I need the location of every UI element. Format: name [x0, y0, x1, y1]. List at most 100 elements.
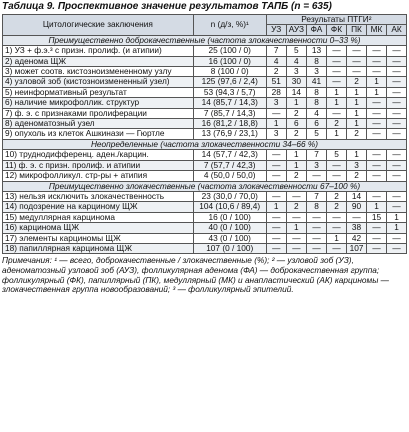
table-cell: 107 (0 / 100) [192, 242, 267, 255]
header-cell: ФА [306, 24, 327, 36]
table-cell: 3 [265, 128, 287, 140]
table-cell: 6 [285, 118, 308, 130]
table-cell: — [326, 242, 347, 255]
table-cell: 7 [265, 45, 287, 57]
table-cell: — [366, 170, 387, 182]
header-cell: АК [386, 24, 407, 36]
table-cell: 1 [265, 118, 287, 130]
table-cell: — [265, 232, 287, 244]
table-row: 5) неинформативный результат 53 (94,3 / 5… [2, 86, 407, 99]
table-cell: 1 [285, 222, 308, 234]
table-cell: — [306, 242, 327, 255]
table-row: 11) ф. э. с призн. пролиф. и атипии 7 (57… [2, 159, 407, 172]
table-cell: 3 [346, 159, 367, 172]
table-cell: 14 (85,7 / 14,3) [192, 97, 267, 109]
table-cell: 17) элементы карциномы ЩЖ [2, 232, 194, 244]
table-cell: 6 [306, 118, 327, 130]
table-cell: — [285, 211, 308, 224]
table-cell: — [346, 211, 367, 224]
table-cell: — [366, 222, 387, 234]
table-cell: — [265, 190, 287, 203]
table-cell: — [285, 190, 308, 203]
table-cell: 30 [285, 76, 308, 88]
table-cell: — [366, 190, 387, 203]
table-cell: — [386, 170, 407, 182]
section-title: Преимущественно доброкачественные (часто… [2, 34, 407, 47]
notes: Примечания: ¹ — всего, доброкачественные… [2, 255, 389, 295]
table-cell: 25 (100 / 0) [192, 45, 267, 57]
table-row: 6) наличие микрофоллик. структур 14 (85,7… [2, 97, 407, 109]
table-cell: — [366, 232, 387, 244]
table-cell: 13 [306, 45, 327, 57]
header-row: Цитологические заключения n (д/з, %)¹ Ре… [2, 13, 408, 36]
table-cell: — [386, 232, 407, 244]
table-cell: — [386, 107, 407, 120]
table-cell: 1 [265, 201, 287, 213]
table-cell: 1 [326, 97, 347, 109]
table-cell: 5) неинформативный результат [2, 86, 194, 99]
table-cell: 2 [326, 118, 347, 130]
table-cell: 14 [285, 86, 308, 99]
table-cell: 4 [285, 55, 308, 68]
table-cell: 1 [326, 128, 347, 140]
table-row: 1) УЗ + ф.э.³ с призн. пролиф. (и атипии… [2, 45, 407, 57]
section-row: Преимущественно злокачественные (частота… [2, 180, 407, 192]
table-cell: — [386, 118, 407, 130]
table-title: Таблица 9. Проспективное значение резуль… [2, 1, 332, 12]
table-cell: 40 (0 / 100) [192, 222, 267, 234]
table-cell: 2 [346, 76, 367, 88]
table-cell: 5 [285, 45, 308, 57]
table-row: 10) труднодифференц. аден./карцин. 14 (57… [2, 149, 407, 161]
table-row: 9) опухоль из клеток Ашкинази — Гюртле 13… [2, 128, 407, 140]
table-cell: 38 [346, 222, 367, 234]
section-title: Преимущественно злокачественные (частота… [2, 180, 407, 192]
table-cell: 3 [285, 66, 308, 78]
table-cell: — [386, 149, 407, 161]
table-row: 16) карцинома ЩЖ 40 (0 / 100) —1— —38—1 [2, 222, 407, 234]
table-cell: 14 [346, 190, 367, 203]
table-cell: 8 [306, 55, 327, 68]
table-cell: 1 [346, 107, 367, 120]
table-cell: — [366, 128, 387, 140]
table-cell: 1 [326, 232, 347, 244]
table-cell: — [386, 97, 407, 109]
table-cell: 4 [265, 55, 287, 68]
table-cell: — [306, 211, 327, 224]
table-cell: 4) узловой зоб (кистозноизмененный узел) [2, 76, 194, 88]
table-cell: 5 [326, 149, 347, 161]
table-cell: 1 [346, 97, 367, 109]
table-cell: 4 (50,0 / 50,0) [192, 170, 267, 182]
table-cell: 8 [306, 86, 327, 99]
table-cell: — [326, 66, 347, 78]
table-cell: 18) папиллярная карцинома ЩЖ [2, 242, 194, 255]
table-cell: 14 (57,7 / 42,3) [192, 149, 267, 161]
table-cell: — [346, 55, 367, 68]
table-cell: 2 [285, 170, 308, 182]
header-cell: n (д/з, %)¹ [192, 14, 267, 36]
table-cell: — [326, 55, 347, 68]
table-cell: 2 [346, 128, 367, 140]
table-cell: 2 [285, 201, 308, 213]
table-cell: 11) ф. э. с призн. пролиф. и атипии [2, 159, 194, 172]
table-cell: — [326, 45, 347, 57]
table-cell: 3 [306, 159, 327, 172]
table-cell: 15) медуллярная карцинома [2, 211, 194, 224]
table-cell: — [306, 170, 327, 182]
table-row: 12) микрофолликул. стр-ры + атипия 4 (50,… [2, 170, 407, 182]
table-cell: — [265, 211, 287, 224]
table-cell: 13 (76,9 / 23,1) [192, 128, 267, 140]
table-cell: — [326, 159, 347, 172]
table-row: 4) узловой зоб (кистозноизмененный узел)… [2, 76, 407, 88]
table-cell: — [326, 222, 347, 234]
table-cell: 1 [386, 211, 407, 224]
table-cell: — [366, 107, 387, 120]
table-cell: — [265, 149, 287, 161]
table-cell: — [366, 45, 387, 57]
table-cell: 2 [265, 66, 287, 78]
table-cell: — [265, 242, 287, 255]
table-cell: 15 [366, 211, 387, 224]
table-cell: — [386, 242, 407, 255]
table-cell: 2 [346, 170, 367, 182]
table-cell: 1 [366, 86, 387, 99]
table-cell: 14) подозрение на карциному ЩЖ [2, 201, 194, 213]
